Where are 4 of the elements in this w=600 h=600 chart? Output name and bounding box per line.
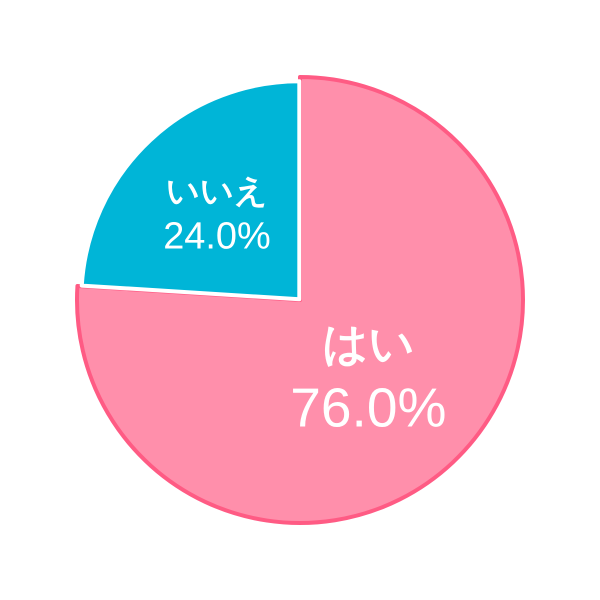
slice-label: いいえ (166, 172, 268, 210)
data-label: 24.0% (163, 215, 271, 258)
data-label: 76.0% (290, 376, 446, 438)
slice-label: はい (322, 318, 414, 370)
